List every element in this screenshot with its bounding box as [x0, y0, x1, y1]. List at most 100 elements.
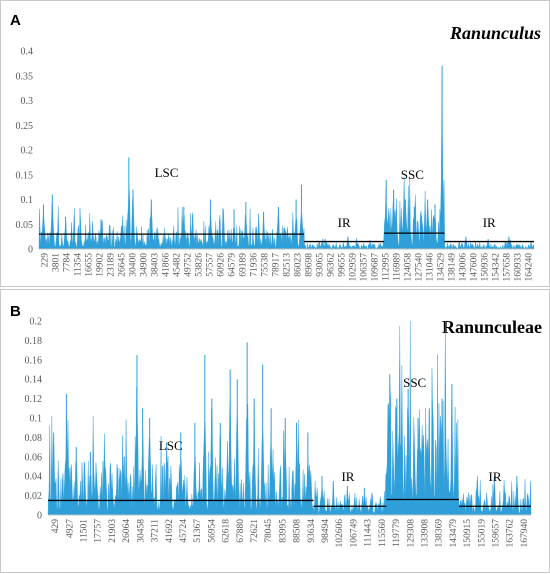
x-tick-label: 30400 — [129, 253, 139, 277]
x-tick-label: 127540 — [415, 253, 425, 282]
bar-area — [38, 80, 535, 250]
x-tick-label: 134529 — [437, 253, 447, 282]
y-tick-label: 0 — [28, 245, 33, 256]
x-tick-label: 154342 — [492, 253, 502, 282]
x-tick-label: 99655 — [338, 253, 348, 277]
x-tick-label: 106749 — [349, 519, 359, 548]
y-tick-label: 0.16 — [25, 355, 43, 366]
x-tick-label: 109687 — [371, 253, 381, 282]
y-tick-label: 0 — [37, 511, 42, 522]
y-tick-label: 0.25 — [16, 121, 34, 132]
x-tick-label: 19902 — [96, 253, 106, 277]
x-tick-label: 83995 — [278, 519, 288, 543]
x-tick-label: 75538 — [261, 253, 271, 277]
x-tick-label: 26064 — [122, 519, 132, 543]
y-tick-label: 0.2 — [30, 317, 43, 328]
chart-title: Ranunculus — [449, 23, 541, 43]
x-tick-label: 67880 — [236, 519, 246, 543]
region-label: IR — [483, 215, 496, 230]
x-tick-label: 64579 — [228, 253, 238, 277]
panel-b: B Ranunculeae 0 0.02 0.04 0.06 0.08 0.1 0.12 0.14… — [0, 289, 550, 573]
x-tick-label: 115560 — [378, 519, 388, 547]
x-tick-label: 111443 — [364, 519, 374, 547]
x-tick-label: 30458 — [136, 519, 146, 543]
x-tick-label: 150915 — [463, 519, 473, 548]
x-tick-label: 60926 — [217, 253, 227, 277]
x-tick-label: 102959 — [349, 253, 359, 282]
x-tick-label: 41692 — [165, 519, 175, 543]
x-tick-label: 93065 — [316, 253, 326, 277]
x-tick-label: 41866 — [162, 253, 172, 277]
x-tick-label: 96362 — [327, 253, 337, 277]
x-tick-label: 163762 — [506, 519, 516, 548]
region-label: LSC — [159, 438, 183, 453]
y-tick-label: 0.04 — [25, 472, 43, 483]
x-tick-label: 155019 — [477, 519, 487, 548]
x-tick-label: 93634 — [307, 519, 317, 543]
x-tick-label: 56954 — [207, 519, 217, 543]
panel-label: B — [10, 303, 21, 320]
x-tick-label: 72621 — [250, 519, 260, 543]
x-tick-label: 131046 — [426, 253, 436, 282]
x-tick-label: 62618 — [222, 519, 232, 543]
panel-a: A Ranunculus 0 0.05 0.1 0.15 0.2 0.25 0.3 0.35 0.4… — [0, 0, 550, 287]
x-tick-label: 167940 — [520, 519, 530, 548]
y-tick-label: 0.1 — [30, 414, 43, 425]
x-tick-label: 45482 — [173, 253, 183, 277]
y-tick-label: 0.4 — [21, 47, 34, 58]
y-tick-label: 0.08 — [25, 433, 43, 444]
y-tick-label: 0.3 — [21, 96, 34, 107]
x-tick-label: 150936 — [481, 253, 491, 282]
region-label: LSC — [155, 165, 179, 180]
x-tick-label: 16655 — [85, 253, 95, 277]
x-tick-label: 159657 — [491, 519, 501, 548]
x-tick-label: 138369 — [435, 519, 445, 548]
x-tick-label: 45724 — [179, 519, 189, 543]
x-tick-label: 164240 — [525, 253, 535, 282]
region-label: SSC — [403, 375, 426, 390]
x-tick-label: 26645 — [118, 253, 128, 277]
region-label: IR — [488, 469, 501, 484]
x-tick-label: 38403 — [151, 253, 161, 277]
x-tick-label: 78917 — [272, 253, 282, 277]
region-label: IR — [338, 215, 351, 230]
x-tick-label: 86023 — [294, 253, 304, 277]
chart-title: Ranunculeae — [442, 317, 542, 337]
x-tick-label: 69189 — [239, 253, 249, 277]
x-tick-label: 53826 — [195, 253, 205, 277]
y-tick-label: 0.12 — [25, 394, 43, 405]
bar-series — [47, 320, 532, 516]
x-tick-label: 11501 — [80, 519, 90, 543]
chart-a: A Ranunculus 0 0.05 0.1 0.15 0.2 0.25 0.3 0.35 0.4… — [10, 12, 541, 282]
x-tick-label: 143006 — [459, 253, 469, 282]
x-tick-label: 78045 — [264, 519, 274, 543]
region-label: SSC — [401, 167, 424, 182]
x-tick-label: 88508 — [293, 519, 303, 543]
region-label: IR — [341, 469, 354, 484]
x-tick-label: 4927 — [65, 519, 75, 538]
x-tick-label: 34900 — [140, 253, 150, 277]
x-tick-label: 3801 — [52, 253, 62, 272]
x-tick-label: 17757 — [94, 519, 104, 543]
y-tick-label: 0.1 — [21, 195, 34, 206]
x-tick-label: 129308 — [406, 519, 416, 548]
x-tick-label: 7784 — [63, 253, 73, 272]
x-tick-label: 102606 — [335, 519, 345, 548]
x-tick-label: 21903 — [108, 519, 118, 543]
x-tick-label: 106357 — [360, 253, 370, 282]
x-tick-label: 57557 — [206, 253, 216, 277]
x-tick-label: 157658 — [503, 253, 513, 282]
y-tick-label: 0.18 — [25, 336, 43, 347]
chart-b: B Ranunculeae 0 0.02 0.04 0.06 0.08 0.1 0.12 0.14… — [10, 303, 542, 548]
y-tick-label: 0.05 — [16, 220, 34, 231]
y-tick-label: 0.2 — [21, 146, 34, 157]
x-tick-label: 124058 — [404, 253, 414, 282]
y-tick-label: 0.02 — [25, 491, 43, 502]
bar-series — [38, 65, 535, 250]
x-tick-label: 11354 — [74, 253, 84, 277]
y-tick-label: 0.35 — [16, 71, 34, 82]
x-tick-label: 112995 — [382, 253, 392, 281]
x-tick-label: 133908 — [420, 519, 430, 548]
x-tick-label: 37211 — [151, 519, 161, 543]
x-tick-label: 23189 — [107, 253, 117, 277]
